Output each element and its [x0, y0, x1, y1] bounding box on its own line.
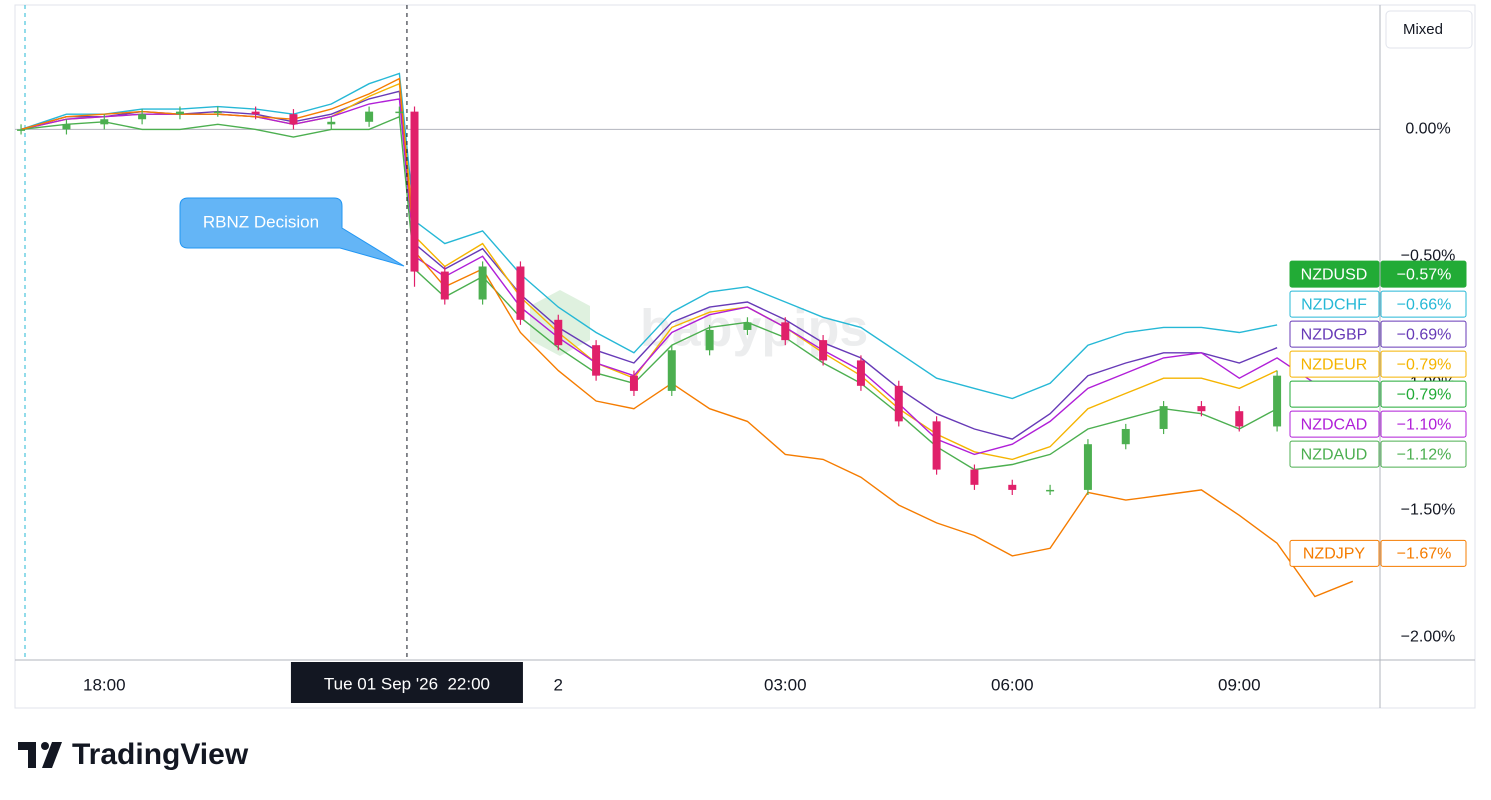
tag-value-box: [1380, 290, 1467, 318]
tag-name: NZDGBP: [1301, 326, 1368, 343]
y-tick-label: −1.50%: [1401, 501, 1456, 518]
x-tick-label: 09:00: [1218, 675, 1261, 694]
candle-body: [1008, 484, 1017, 490]
tag-name: NZDCHF: [1301, 296, 1367, 313]
candle-body: [17, 129, 26, 131]
tag-value: −1.10%: [1397, 416, 1452, 433]
tag-value-box: [1380, 350, 1467, 378]
candle-body: [365, 111, 374, 122]
candle-body: [1197, 406, 1206, 412]
crosshair-label: Tue 01 Sep '26 22:00: [324, 674, 490, 693]
tag-name: NZDEUR: [1301, 356, 1368, 373]
logo-mark: [18, 742, 36, 768]
candle-body: [1159, 406, 1168, 429]
tag-name: NZDUSD: [1301, 266, 1368, 283]
candle-body: [629, 375, 638, 391]
tag-name-box: [1289, 320, 1380, 348]
tag-name-box: [1289, 290, 1380, 318]
candle-body: [289, 114, 298, 125]
candle-body: [516, 266, 525, 320]
candle-body: [410, 111, 419, 272]
x-tick-label: 18:00: [83, 675, 126, 694]
candle-body: [705, 329, 714, 351]
candle-body: [440, 271, 449, 300]
watermark: babypips: [640, 300, 868, 358]
candle-body: [395, 111, 404, 114]
candle-body: [1083, 444, 1092, 490]
tag-value: −0.66%: [1397, 296, 1452, 313]
tag-value-box: [1380, 260, 1467, 288]
candle-body: [743, 322, 752, 330]
tag-name-box: [1289, 539, 1380, 567]
y-tick-label: 0.00%: [1405, 121, 1450, 138]
candle-body: [1235, 411, 1244, 427]
x-tick-label: 03:00: [764, 675, 807, 694]
tag-name-box: [1289, 380, 1380, 408]
tag-name-box: [1289, 260, 1380, 288]
x-tick-label: 06:00: [991, 675, 1034, 694]
candle-body: [100, 119, 109, 125]
tag-name-box: [1289, 350, 1380, 378]
tag-value-box: [1380, 440, 1467, 468]
candle-body: [1046, 489, 1055, 492]
logo-text: TradingView: [72, 738, 249, 771]
tag-name: NZDCAD: [1301, 416, 1368, 433]
tag-name-box: [1289, 410, 1380, 438]
tag-value: −0.69%: [1397, 326, 1452, 343]
tag-value-box: [1380, 410, 1467, 438]
tag-value: −0.79%: [1397, 386, 1452, 403]
plot-area: [15, 5, 1380, 660]
candle-body: [667, 350, 676, 391]
tag-value-box: [1380, 380, 1467, 408]
candle-body: [781, 322, 790, 341]
candle-body: [970, 469, 979, 485]
annotation-callout: RBNZ Decision: [179, 197, 405, 267]
candle-body: [213, 111, 222, 114]
candle-body: [592, 345, 601, 376]
tag-name: NZDAUD: [1301, 446, 1368, 463]
y-tick-label: −0.50%: [1401, 248, 1456, 265]
tag-value: −0.57%: [1397, 266, 1452, 283]
candle-body: [856, 360, 865, 386]
annotation-bubble: [179, 197, 405, 267]
candle-body: [251, 111, 260, 115]
y-tick-label: −2.00%: [1401, 628, 1456, 645]
annotation-text: RBNZ Decision: [203, 212, 319, 231]
tag-value-box: [1380, 320, 1467, 348]
candle-body: [62, 124, 71, 130]
logo-mark-dot: [41, 742, 49, 750]
tag-value: −1.12%: [1397, 446, 1452, 463]
crosshair-label-box: [290, 662, 523, 703]
tag-value: −0.79%: [1397, 356, 1452, 373]
logo-mark-slash: [42, 742, 62, 768]
tag-value: −1.67%: [1397, 546, 1452, 563]
candle-body: [1121, 428, 1130, 445]
series-line: [20, 72, 1278, 400]
candle-body: [478, 266, 487, 300]
tag-name: NZDJPY: [1303, 546, 1366, 563]
logo: TradingView: [18, 738, 249, 771]
x-tick-label: 2: [554, 675, 563, 694]
candle-body: [138, 114, 147, 120]
button-box[interactable]: [1385, 10, 1473, 49]
candle-body: [932, 421, 941, 470]
chart-frame: [14, 4, 1476, 709]
candle-body: [819, 340, 828, 361]
candle-body: [327, 121, 336, 125]
candle-body: [894, 385, 903, 422]
candle-body: [175, 111, 184, 115]
mixed-button[interactable]: Mixed: [1385, 10, 1473, 49]
tag-name-box: [1289, 440, 1380, 468]
candle-body: [554, 319, 563, 346]
series-line: [20, 90, 1278, 440]
tag-value-box: [1380, 539, 1467, 567]
candle-body: [1273, 375, 1282, 427]
button-label[interactable]: Mixed: [1403, 21, 1443, 38]
